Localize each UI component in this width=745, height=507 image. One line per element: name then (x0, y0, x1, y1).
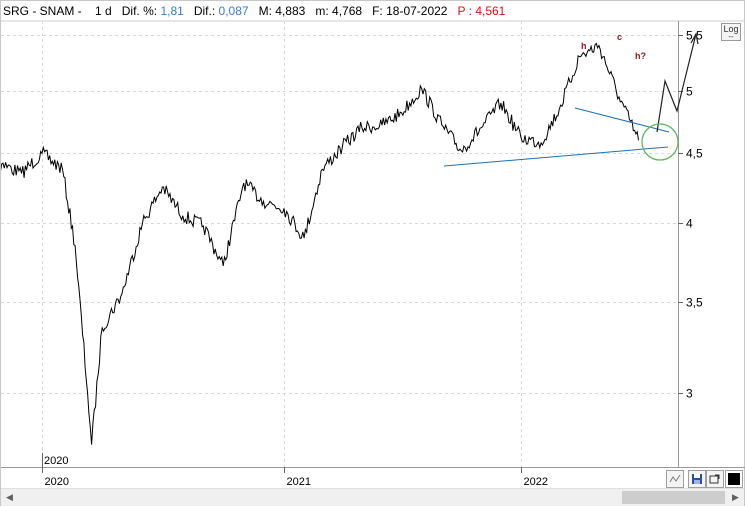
dif-pct-label: Dif. %: (121, 4, 158, 18)
y-tick-label: 5 (686, 85, 693, 99)
time-axis: 2020 2021 2022 (42, 453, 548, 488)
dif-label: Dif.: (193, 4, 216, 18)
y-tick-label: 3 (686, 387, 693, 401)
black-swatch-icon (728, 473, 740, 485)
price-axis: 5,554,543,53 (678, 29, 703, 401)
dif-value: 0,087 (218, 4, 249, 18)
projection-arrowhead (690, 32, 699, 45)
log-button-dash: -- (728, 32, 734, 41)
period-label: 1 d (95, 4, 112, 18)
expand-button[interactable] (706, 470, 724, 488)
annotation-h-left: h (581, 41, 587, 51)
expand-icon (709, 474, 720, 484)
price-series-line (1, 42, 639, 445)
y-tick-label: 4 (686, 217, 693, 231)
scroll-thumb[interactable] (622, 491, 725, 504)
floppy-disk-icon (692, 474, 702, 484)
date-label: F: (372, 4, 383, 18)
top-year-label: 2020 (44, 455, 68, 467)
min-value: 4,768 (332, 4, 363, 18)
zoom-button[interactable] (666, 470, 684, 488)
quote-header: SRG - SNAM - 1 d Dif. %: 1,81 Dif.: 0,08… (3, 2, 563, 20)
x-tick-label: 2020 (45, 476, 69, 488)
date-value: 18-07-2022 (386, 4, 448, 18)
x-tick-label: 2022 (524, 476, 548, 488)
horizontal-gridlines (1, 35, 678, 394)
annotation-c: c (617, 32, 622, 42)
symbol-name: SRG - SNAM - (3, 4, 82, 18)
x-tick-label: 2021 (287, 476, 311, 488)
max-label: M: (258, 4, 272, 18)
save-button[interactable] (688, 470, 706, 488)
max-value: 4,883 (275, 4, 306, 18)
last-price-value: 4,561 (475, 4, 506, 18)
vertical-gridlines (42, 21, 522, 467)
y-tick-label: 3,5 (686, 296, 703, 310)
log-scale-button[interactable]: Log -- (721, 23, 741, 41)
scroll-left-arrow-icon[interactable]: ◀ (6, 492, 13, 502)
min-label: m: (315, 4, 329, 18)
annotation-h-right: h? (635, 51, 646, 61)
scroll-right-arrow-icon[interactable]: ▶ (732, 492, 739, 502)
target-circle (641, 123, 679, 161)
color-swatch-button[interactable] (725, 470, 743, 488)
last-price-label: P : (457, 4, 472, 18)
log-button-label: Log (723, 24, 739, 34)
chart-toolbar (663, 470, 743, 488)
support-trendline (443, 146, 669, 167)
neckline-trendline (574, 107, 670, 133)
dif-pct-value: 1,81 (160, 4, 184, 18)
horizontal-scrollbar[interactable]: ◀ ▶ (1, 488, 744, 506)
zoom-wave-icon (669, 474, 681, 483)
y-tick-label: 4,5 (686, 147, 703, 161)
projection-path (656, 33, 697, 133)
